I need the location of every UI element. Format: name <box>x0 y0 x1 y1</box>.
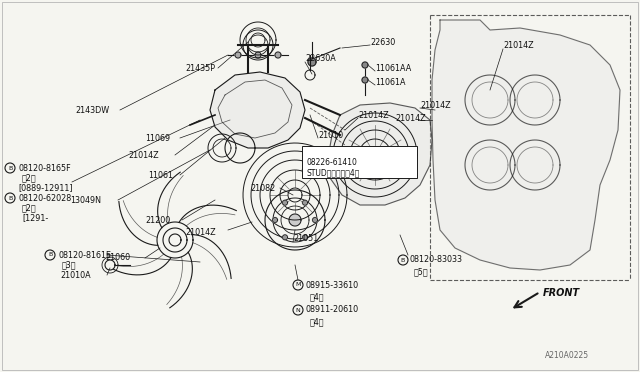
Text: 21435P: 21435P <box>185 64 215 73</box>
Text: STUDスタッド（4）: STUDスタッド（4） <box>307 169 360 177</box>
Text: （2）: （2） <box>22 203 36 212</box>
Text: 08226-61410: 08226-61410 <box>307 157 358 167</box>
Polygon shape <box>303 200 307 205</box>
Polygon shape <box>235 52 241 58</box>
Polygon shape <box>328 103 432 205</box>
Text: 21051: 21051 <box>293 234 318 243</box>
Text: 21060: 21060 <box>105 253 130 263</box>
Text: 11061A: 11061A <box>375 77 406 87</box>
Polygon shape <box>362 62 368 68</box>
Text: 21014Z: 21014Z <box>185 228 216 237</box>
Text: 21200: 21200 <box>145 215 170 224</box>
Polygon shape <box>308 58 316 66</box>
Polygon shape <box>210 72 305 148</box>
Polygon shape <box>273 218 278 222</box>
Text: 13049N: 13049N <box>70 196 101 205</box>
Text: （2）: （2） <box>22 173 36 183</box>
Text: 08120-8165F: 08120-8165F <box>18 164 70 173</box>
Text: N: N <box>296 308 300 312</box>
Bar <box>302 146 417 178</box>
Polygon shape <box>255 52 261 58</box>
Polygon shape <box>282 200 287 205</box>
Text: 22630: 22630 <box>370 38 396 46</box>
Text: （3）: （3） <box>62 260 77 269</box>
Text: 2143DW: 2143DW <box>75 106 109 115</box>
Text: 21014Z: 21014Z <box>358 110 388 119</box>
Text: 22630A: 22630A <box>305 54 336 62</box>
Text: 08915-33610: 08915-33610 <box>306 280 359 289</box>
Text: 21014Z: 21014Z <box>128 151 159 160</box>
Text: B: B <box>401 257 405 263</box>
Text: FRONT: FRONT <box>543 288 580 298</box>
Text: 08120-8161E: 08120-8161E <box>58 250 111 260</box>
Polygon shape <box>289 214 301 226</box>
Polygon shape <box>282 235 287 240</box>
Polygon shape <box>362 77 368 83</box>
Text: 11061AA: 11061AA <box>375 64 412 73</box>
Text: 21082: 21082 <box>250 183 275 192</box>
Polygon shape <box>275 52 281 58</box>
Text: 11069: 11069 <box>145 134 170 142</box>
Polygon shape <box>432 20 620 270</box>
Text: 11061: 11061 <box>148 170 173 180</box>
Text: 21014Z: 21014Z <box>395 113 426 122</box>
Text: （4）: （4） <box>310 317 324 327</box>
Text: A210A0225: A210A0225 <box>545 350 589 359</box>
Text: B: B <box>8 166 12 170</box>
Text: B: B <box>48 253 52 257</box>
Text: （5）: （5） <box>414 267 429 276</box>
Text: [0889-12911]: [0889-12911] <box>18 183 72 192</box>
Text: B: B <box>8 196 12 201</box>
Text: 08120-62028: 08120-62028 <box>18 193 71 202</box>
Text: （4）: （4） <box>310 292 324 301</box>
Polygon shape <box>312 218 317 222</box>
Text: 08120-83033: 08120-83033 <box>410 256 463 264</box>
Text: [1291-: [1291- <box>22 214 48 222</box>
Text: 21014Z: 21014Z <box>503 41 534 49</box>
Text: 21010: 21010 <box>318 131 343 140</box>
Text: 21014Z: 21014Z <box>420 100 451 109</box>
Polygon shape <box>303 235 307 240</box>
Text: 21010A: 21010A <box>60 270 91 279</box>
Text: 08911-20610: 08911-20610 <box>306 305 359 314</box>
Text: M: M <box>295 282 301 288</box>
